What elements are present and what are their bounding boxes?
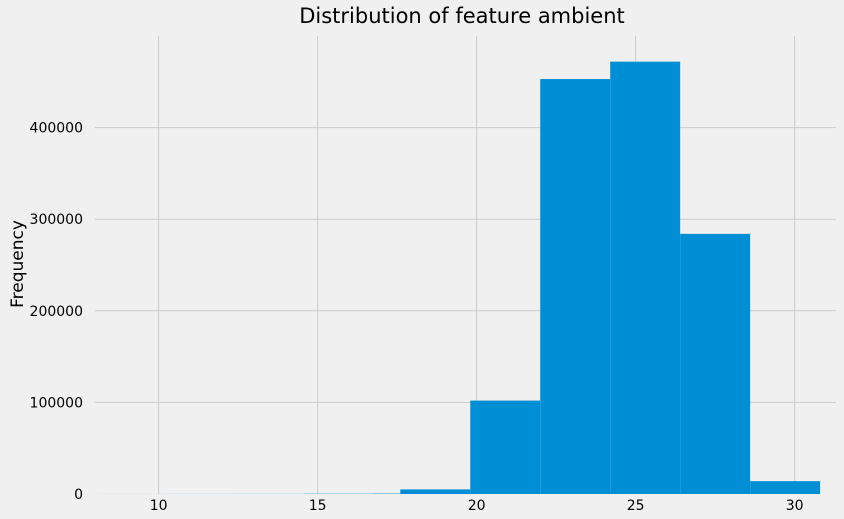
y-tick-label: 400000	[30, 121, 83, 137]
y-tick-label: 200000	[30, 304, 83, 320]
chart-title: Distribution of feature ambient	[299, 4, 625, 28]
y-tick-label: 300000	[30, 212, 83, 228]
x-tick-label: 10	[150, 498, 168, 514]
histogram-bar	[470, 400, 541, 494]
x-tick-label: 15	[309, 498, 327, 514]
histogram-bar	[540, 79, 611, 494]
x-tick-label: 25	[627, 498, 645, 514]
x-tick-label: 30	[786, 498, 804, 514]
histogram-bar	[400, 489, 471, 494]
histogram-bar	[750, 481, 821, 494]
x-tick-label: 20	[468, 498, 486, 514]
y-axis-label: Frequency	[8, 220, 28, 308]
histogram-bars	[98, 61, 821, 494]
y-tick-label: 100000	[30, 395, 83, 411]
tick-labels: 10 15 20 25 30 0 100000 200000 300000 400000	[30, 121, 804, 514]
histogram-bar	[610, 61, 681, 494]
histogram-bar	[680, 233, 751, 494]
y-tick-label: 0	[74, 487, 83, 503]
